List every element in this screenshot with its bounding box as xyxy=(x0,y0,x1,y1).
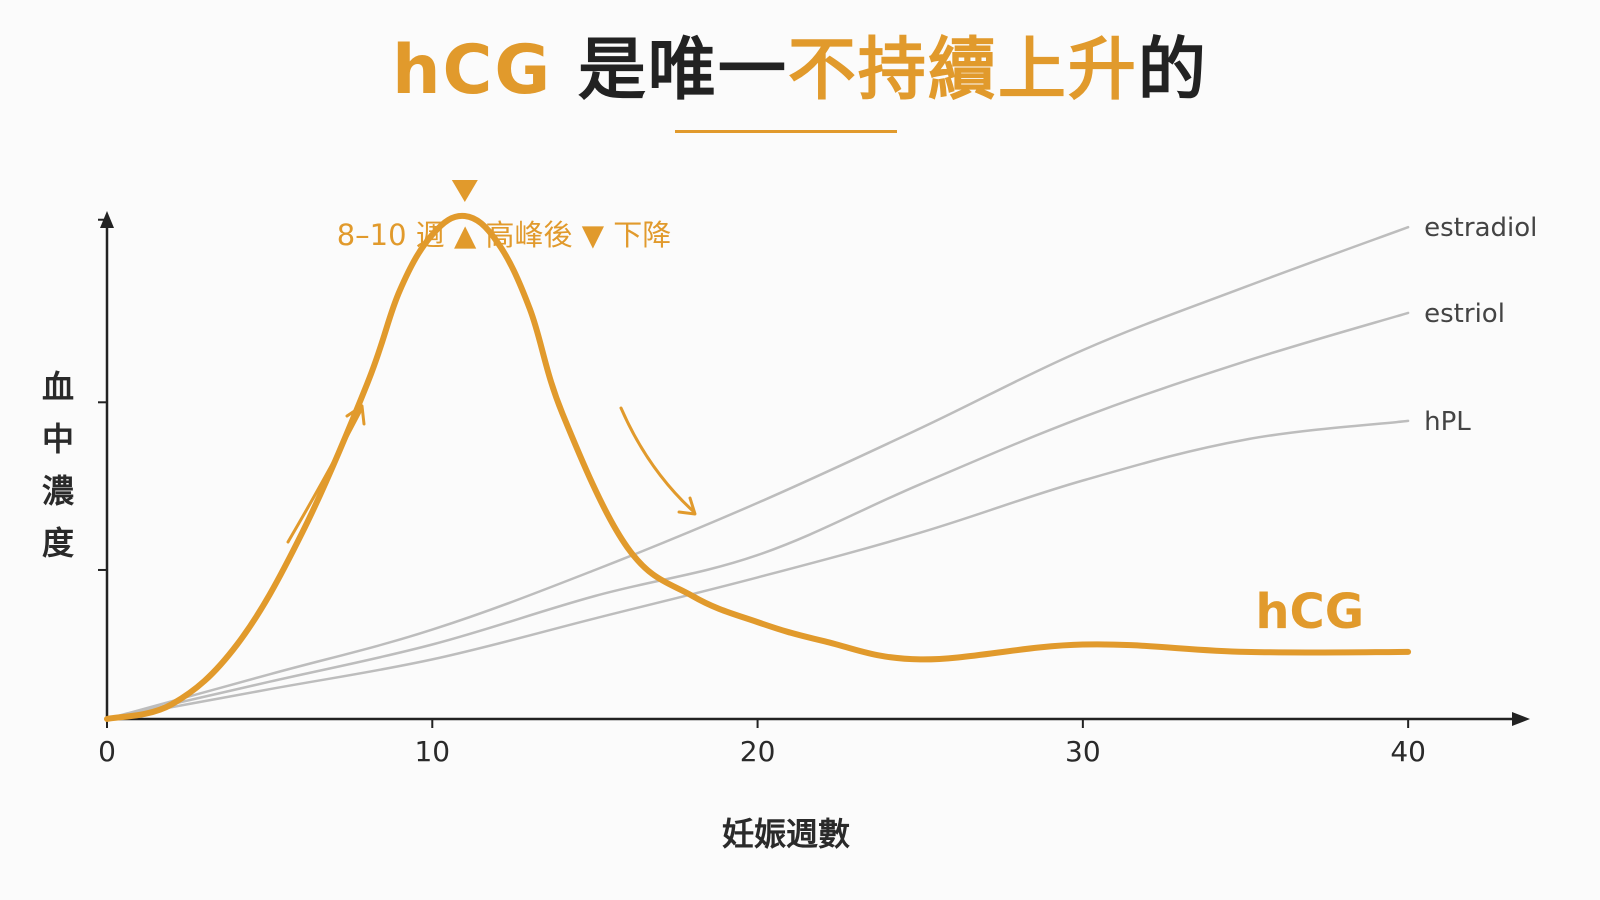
x-tick-label: 40 xyxy=(1390,735,1426,768)
y-axis-title-char: 濃 xyxy=(42,472,75,510)
chart-title: hCG 是唯一不持續上升的 xyxy=(0,30,1600,112)
y-axis-title-char: 度 xyxy=(42,524,74,562)
x-axis-title: 妊娠週數 xyxy=(722,815,850,853)
x-ticks: 0 10 20 30 40 xyxy=(98,719,1426,768)
series-label-hcg: hCG xyxy=(1255,584,1364,640)
series-line-estradiol xyxy=(105,225,1410,721)
rising-arrow-head-icon xyxy=(345,404,366,426)
series-label-estriol: estriol xyxy=(1424,299,1505,329)
axes xyxy=(100,211,1530,726)
peak-annotation: 8–10 週 ▲ 高峰後 ▼ 下降 xyxy=(337,180,672,252)
falling-arrow-head-icon xyxy=(677,496,697,516)
x-tick-label: 30 xyxy=(1065,735,1101,768)
series-label-estradiol: estradiol xyxy=(1424,213,1537,243)
peak-marker-icon xyxy=(451,180,478,202)
x-tick-label: 0 xyxy=(98,735,116,768)
annotation-text: 8–10 週 ▲ 高峰後 ▼ 下降 xyxy=(337,218,672,252)
series-line-estriol xyxy=(105,311,1410,721)
y-ticks xyxy=(98,218,107,571)
x-tick-label: 20 xyxy=(740,735,776,768)
title-part: 是唯一 xyxy=(577,31,788,110)
y-axis-title-char: 血 xyxy=(42,368,74,406)
title-underline xyxy=(675,130,897,133)
series-line-hcg xyxy=(104,212,1412,722)
y-axis-title-char: 中 xyxy=(42,420,74,458)
background-series: estradiol estriol hPL xyxy=(105,213,1537,721)
y-axis-title: 血中濃度 xyxy=(42,368,75,562)
series-line-hpl xyxy=(105,419,1410,721)
rising-arrow-icon xyxy=(286,408,363,544)
title-part: 的 xyxy=(1137,31,1208,110)
axis-titles: 血中濃度 妊娠週數 xyxy=(42,368,850,853)
main-series: hCG xyxy=(104,212,1412,722)
x-tick-label: 10 xyxy=(414,735,450,768)
series-label-hpl: hPL xyxy=(1424,407,1471,437)
title-part: hCG xyxy=(392,31,578,110)
trend-arrows xyxy=(286,404,697,544)
falling-arrow-icon xyxy=(619,406,696,514)
title-part: 不持續上升 xyxy=(787,31,1138,110)
x-axis-arrow-icon xyxy=(1512,712,1530,726)
